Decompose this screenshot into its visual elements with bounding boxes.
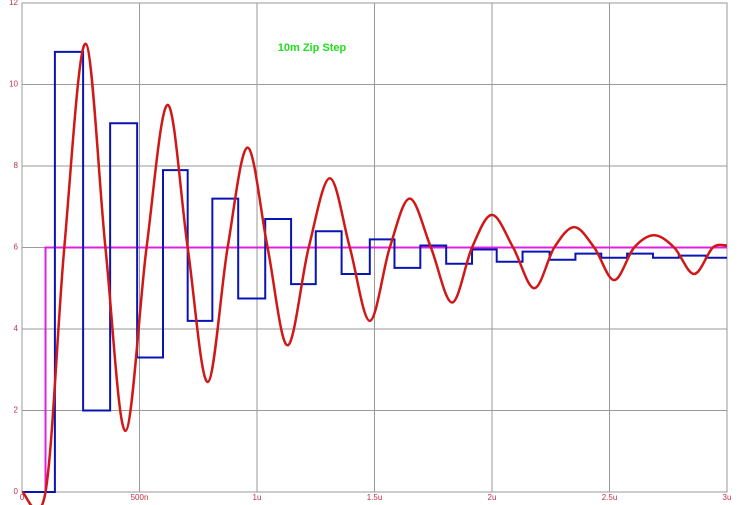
series-line bbox=[20, 42, 728, 505]
y-tick-label: 12 bbox=[9, 0, 18, 7]
chart-title: 10m Zip Step bbox=[278, 42, 347, 54]
y-tick-label: 0 bbox=[14, 487, 19, 496]
series-line bbox=[22, 50, 727, 493]
x-tick-label: 3u bbox=[723, 493, 732, 502]
y-tick-label: 2 bbox=[14, 406, 19, 415]
y-tick-label: 6 bbox=[14, 243, 19, 252]
x-tick-label: 2.5u bbox=[602, 493, 618, 502]
x-tick-label: 1u bbox=[253, 493, 262, 502]
y-tick-label: 4 bbox=[14, 324, 19, 333]
x-tick-label: 2u bbox=[488, 493, 497, 502]
x-tick-label: 1.5u bbox=[367, 493, 383, 502]
y-tick-label: 8 bbox=[14, 161, 19, 170]
x-tick-label: 500n bbox=[131, 493, 149, 502]
y-tick-label: 10 bbox=[9, 80, 18, 89]
x-tick-label: 0 bbox=[20, 493, 25, 502]
